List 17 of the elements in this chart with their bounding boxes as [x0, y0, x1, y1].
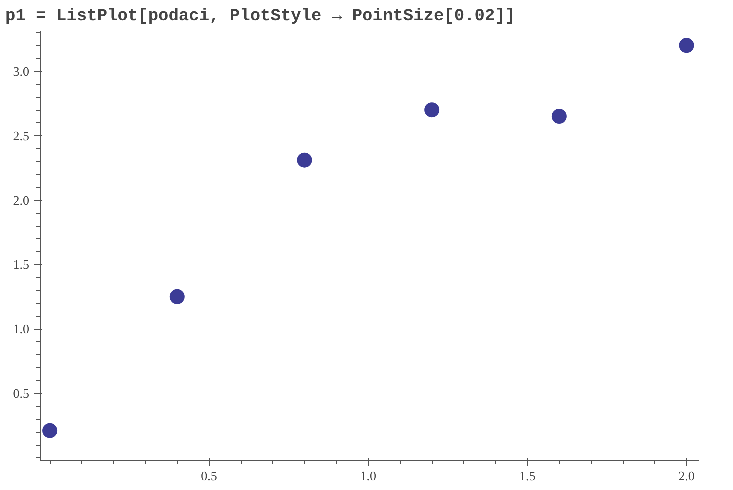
point: [424, 102, 440, 118]
point: [679, 38, 694, 54]
point: [170, 289, 185, 304]
y-tick-label: 1.0: [13, 322, 30, 337]
y-tick-label: 1.5: [13, 257, 30, 272]
x-tick-label: 1.5: [519, 468, 536, 484]
y-tick-label: 2.0: [13, 192, 30, 208]
chart-title: p1 = ListPlot[podaci, PlotStyle → PointSize[0.02]]: [6, 8, 516, 26]
y-tick-label: 3.0: [13, 64, 30, 79]
x-tick-label: 0.5: [201, 468, 218, 484]
y-tick-label: 2.5: [13, 128, 30, 144]
x-tick-label: 2.0: [678, 468, 695, 484]
point: [552, 109, 567, 124]
x-tick-label: 1.0: [360, 468, 377, 484]
point: [297, 152, 312, 168]
point: [42, 423, 58, 438]
y-tick-label: 0.5: [13, 386, 30, 402]
